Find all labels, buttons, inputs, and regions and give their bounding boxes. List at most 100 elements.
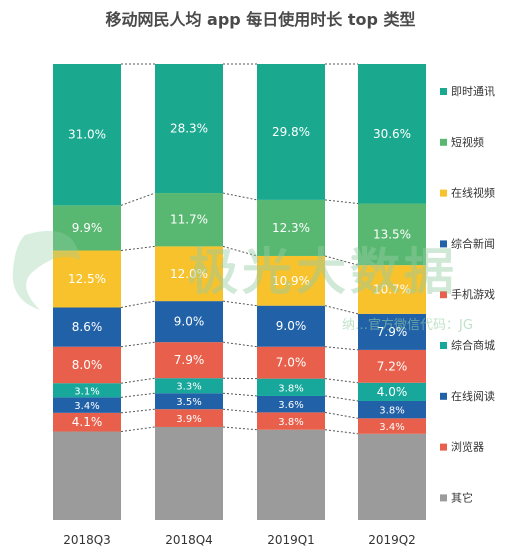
data-label: 30.6% bbox=[373, 127, 411, 141]
bar-segment bbox=[257, 255, 325, 306]
bar-segment bbox=[155, 64, 223, 194]
data-label: 3.4% bbox=[74, 401, 99, 412]
bar-segment bbox=[358, 418, 426, 434]
x-tick-label: 2018Q4 bbox=[165, 533, 213, 547]
data-label: 31.0% bbox=[68, 128, 106, 142]
bar-segment bbox=[358, 433, 426, 520]
legend-swatch bbox=[440, 392, 447, 400]
bar-segment bbox=[257, 412, 325, 430]
connector-line bbox=[120, 300, 156, 308]
legend-swatch bbox=[440, 494, 447, 502]
bar-segment bbox=[155, 378, 223, 394]
data-label: 9.9% bbox=[72, 221, 103, 235]
data-label: 4.0% bbox=[377, 385, 408, 399]
legend-label: 在线视频 bbox=[451, 186, 495, 200]
bar-segment bbox=[53, 431, 121, 520]
connector-line bbox=[324, 411, 359, 419]
connector-line bbox=[222, 426, 258, 431]
connector-line bbox=[120, 245, 156, 252]
data-labels-group: 4.1% 3.4% 3.1% 8.0% 8.6% 12.5% 9.9% 31.0% 3.9% 3.… bbox=[68, 122, 411, 434]
connector-line bbox=[222, 408, 258, 413]
connector-line bbox=[222, 300, 258, 307]
bar-segment bbox=[358, 265, 426, 314]
data-label: 3.3% bbox=[176, 382, 201, 393]
connector-line bbox=[120, 426, 156, 433]
legend-label: 其它 bbox=[451, 490, 473, 504]
bar-segment bbox=[155, 193, 223, 247]
legend-swatch bbox=[440, 240, 447, 248]
bar-segment bbox=[358, 382, 426, 401]
legend-label: 浏览器 bbox=[451, 440, 484, 454]
bar-segment bbox=[257, 346, 325, 379]
bar-segment bbox=[53, 250, 121, 308]
bar-segment bbox=[155, 426, 223, 520]
data-label: 12.5% bbox=[68, 272, 106, 286]
connector-line bbox=[324, 255, 359, 266]
connector-line bbox=[324, 199, 359, 205]
x-tick-label: 2019Q1 bbox=[267, 533, 315, 547]
legend-label: 在线阅读 bbox=[451, 389, 495, 403]
data-label: 7.0% bbox=[276, 356, 307, 370]
data-label: 13.5% bbox=[373, 227, 411, 241]
connector-line bbox=[324, 378, 359, 384]
connector-line bbox=[222, 392, 258, 397]
data-label: 3.8% bbox=[379, 406, 404, 417]
data-label: 10.9% bbox=[272, 274, 310, 288]
bar-segment bbox=[53, 205, 121, 251]
bar-segment bbox=[53, 346, 121, 384]
connector-line bbox=[324, 395, 359, 402]
connector-lines bbox=[120, 63, 359, 435]
data-label: 9.0% bbox=[174, 315, 205, 329]
data-label: 3.8% bbox=[278, 417, 303, 428]
connector-line bbox=[120, 408, 156, 414]
bar-segment bbox=[257, 395, 325, 413]
data-label: 11.7% bbox=[170, 213, 208, 227]
data-label: 7.9% bbox=[174, 353, 205, 367]
connector-line bbox=[222, 192, 258, 201]
data-label: 7.9% bbox=[377, 325, 408, 339]
bar-segment bbox=[257, 199, 325, 256]
connector-line bbox=[324, 346, 359, 351]
x-axis: 2018Q3 2018Q4 2019Q1 2019Q2 bbox=[63, 533, 416, 547]
legend-swatch bbox=[440, 189, 447, 197]
bar-segment bbox=[155, 246, 223, 302]
bar-segment bbox=[53, 397, 121, 413]
data-label: 12.3% bbox=[272, 221, 310, 235]
bar-segment bbox=[53, 412, 121, 432]
bar-segment bbox=[53, 307, 121, 347]
connector-line bbox=[222, 245, 258, 257]
connector-line bbox=[120, 341, 156, 348]
connector-line bbox=[120, 377, 156, 384]
data-label: 3.5% bbox=[176, 397, 201, 408]
data-label: 7.2% bbox=[377, 359, 408, 373]
data-label: 4.1% bbox=[72, 415, 103, 429]
bar-segment bbox=[155, 393, 223, 410]
legend-label: 即时通讯 bbox=[451, 85, 495, 98]
data-label: 3.6% bbox=[278, 400, 303, 411]
connector-line bbox=[120, 392, 156, 398]
data-label: 3.8% bbox=[278, 383, 303, 394]
legend-label: 综合新闻 bbox=[451, 236, 495, 250]
legend-swatch bbox=[440, 88, 447, 95]
data-label: 29.8% bbox=[272, 125, 310, 139]
data-label: 10.7% bbox=[373, 282, 411, 296]
bar-segment bbox=[257, 378, 325, 396]
data-label: 3.4% bbox=[379, 422, 404, 433]
bar-segment bbox=[358, 203, 426, 266]
chart-title: 移动网民人均 app 每日使用时长 top 类型 bbox=[105, 10, 416, 29]
connector-line bbox=[324, 429, 359, 435]
bar-segment bbox=[53, 64, 121, 206]
bar-segment bbox=[53, 383, 121, 398]
legend-swatch bbox=[440, 443, 447, 451]
bar-segment bbox=[358, 349, 426, 383]
bar-segment bbox=[257, 429, 325, 520]
data-label: 12.0% bbox=[170, 267, 208, 281]
data-label: 8.6% bbox=[72, 320, 103, 334]
connector-line bbox=[120, 192, 156, 206]
bars-group bbox=[53, 64, 426, 520]
x-tick-label: 2018Q3 bbox=[63, 533, 111, 547]
legend-swatch bbox=[440, 342, 447, 349]
data-label: 9.0% bbox=[276, 319, 307, 333]
